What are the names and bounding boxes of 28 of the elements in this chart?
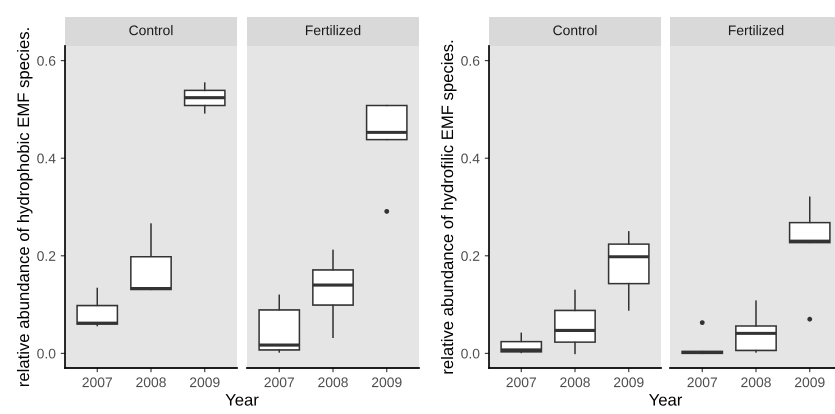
x-axis-title: Year	[649, 394, 682, 406]
x-tick-label: 2009	[372, 377, 402, 388]
x-tick-label: 2009	[190, 377, 220, 388]
x-tick-label: 2007	[264, 377, 294, 388]
x-tick-label: 2009	[795, 377, 825, 388]
x-tick-label: 2009	[614, 377, 644, 388]
x-tick-label: 2007	[688, 377, 718, 388]
y-tick-label: 0.2	[37, 251, 56, 261]
x-tick-label: 2008	[741, 377, 771, 388]
chart-title: Control	[553, 25, 596, 36]
y-tick-label: 0.4	[37, 154, 56, 164]
x-tick-label: 2008	[136, 377, 166, 388]
x-tick-label: 2007	[506, 377, 536, 388]
chart-title: Control	[129, 25, 172, 36]
x-tick-label: 2008	[318, 377, 348, 388]
y-tick-label: 0.2	[461, 251, 480, 261]
x-tick-label: 2008	[560, 377, 590, 388]
y-tick-label: 0.0	[37, 348, 56, 359]
y-tick-label: 0.0	[461, 348, 480, 359]
y-axis-title: relative abundance of hydrofilic EMF species.	[440, 40, 456, 374]
x-tick-label: 2007	[82, 377, 112, 388]
chart-title: Fertilized	[728, 25, 784, 36]
y-axis-title: relative abundance of hydrophobic EMF species.	[16, 28, 32, 386]
x-axis-title: Year	[226, 394, 259, 406]
chart-title: Fertilized	[306, 25, 360, 36]
y-tick-label: 0.6	[37, 56, 56, 66]
y-tick-label: 0.6	[461, 56, 480, 66]
y-tick-label: 0.4	[461, 154, 480, 164]
